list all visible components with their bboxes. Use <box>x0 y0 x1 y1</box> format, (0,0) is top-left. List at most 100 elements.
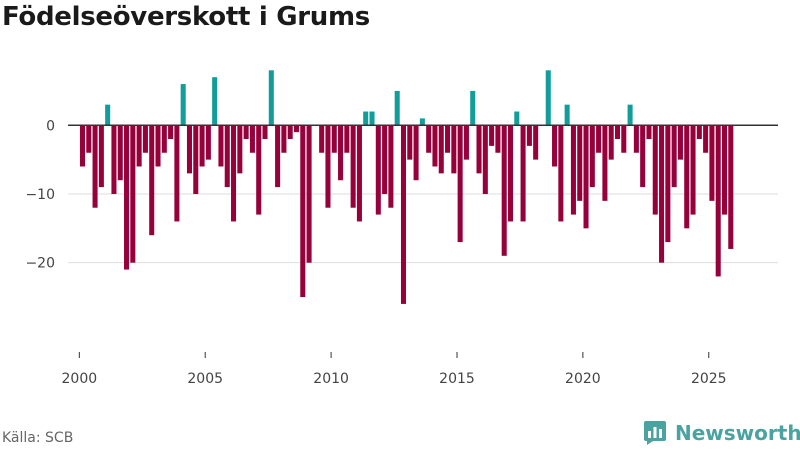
bar <box>445 125 451 153</box>
bar <box>577 125 583 201</box>
bar <box>583 125 589 229</box>
bar <box>174 125 180 222</box>
bar <box>495 125 501 153</box>
bar <box>287 125 293 140</box>
x-tick-label: 2025 <box>691 371 727 387</box>
y-tick-label: 0 <box>46 118 55 134</box>
y-tick-label: −20 <box>25 256 55 272</box>
bar <box>256 125 262 215</box>
bar <box>451 125 457 174</box>
bar <box>552 125 558 167</box>
bar <box>652 125 658 215</box>
bar <box>369 111 375 126</box>
bar <box>149 125 155 236</box>
bar <box>640 125 646 188</box>
source-note: Källa: SCB <box>2 430 74 446</box>
bar <box>482 125 488 194</box>
newsworthy-logo-icon <box>644 421 666 445</box>
bar <box>300 125 306 298</box>
bar <box>501 125 507 256</box>
bar <box>659 125 665 263</box>
bar <box>319 125 325 153</box>
brand-name: Newsworthy <box>675 421 800 445</box>
bar <box>293 125 300 133</box>
bar <box>331 125 337 153</box>
bar <box>231 125 237 222</box>
bar <box>426 125 432 153</box>
bar <box>677 125 683 160</box>
bar <box>570 125 576 215</box>
bar <box>199 125 205 167</box>
bar <box>105 104 111 126</box>
bar <box>218 125 224 167</box>
chart-title: Födelseöverskott i Grums <box>2 2 370 32</box>
bar <box>526 125 532 146</box>
bar <box>262 125 268 140</box>
bar <box>728 125 734 249</box>
bar <box>690 125 696 215</box>
bar <box>596 125 602 153</box>
bar <box>709 125 715 201</box>
bar <box>627 104 633 126</box>
bar <box>130 125 136 263</box>
bar <box>92 125 98 208</box>
bar <box>564 104 570 126</box>
bar <box>168 125 174 140</box>
bar <box>621 125 627 153</box>
bar <box>98 125 104 188</box>
bar <box>463 125 469 160</box>
bar <box>696 125 702 140</box>
bar <box>407 125 413 160</box>
bar <box>671 125 677 188</box>
bar <box>558 125 564 222</box>
bars <box>79 70 734 304</box>
x-tick-label: 2005 <box>187 371 223 387</box>
x-tick-label: 2010 <box>313 371 349 387</box>
x-tick-label: 2000 <box>62 371 98 387</box>
bar <box>306 125 312 263</box>
bar <box>432 125 438 167</box>
bar <box>438 125 444 174</box>
bar <box>602 125 608 201</box>
bar <box>281 125 287 153</box>
bar <box>243 125 249 140</box>
bar <box>457 125 463 243</box>
bar <box>520 125 526 222</box>
y-tick-label: −10 <box>25 187 55 203</box>
bar <box>589 125 595 188</box>
bar <box>142 125 148 153</box>
bar <box>489 125 495 146</box>
axes: 0 −10 −20 2000 2005 2010 2015 2020 2025 <box>25 118 778 387</box>
bar <box>375 125 381 215</box>
bar <box>721 125 728 215</box>
bar <box>237 125 243 174</box>
bar <box>545 70 551 126</box>
bar <box>325 125 331 208</box>
bar <box>533 125 539 160</box>
bar <box>356 125 362 222</box>
bar <box>161 125 167 153</box>
bar <box>633 125 639 153</box>
bar <box>193 125 199 194</box>
bar-chart: 0 −10 −20 2000 2005 2010 2015 2020 2025 <box>25 70 778 387</box>
bar <box>117 125 123 181</box>
bar <box>413 125 419 181</box>
bar <box>715 125 721 277</box>
bar <box>224 125 230 188</box>
bar <box>703 125 709 153</box>
bar <box>111 125 117 194</box>
bar <box>79 125 85 167</box>
bar <box>514 111 520 126</box>
bar <box>394 90 400 126</box>
bar <box>275 125 281 188</box>
bar <box>363 111 369 126</box>
newsworthy-logo[interactable]: Newsworthy <box>643 420 800 446</box>
bar <box>86 125 92 153</box>
bar <box>388 125 394 208</box>
bar <box>646 125 652 140</box>
bar <box>419 118 425 126</box>
bar <box>507 125 514 222</box>
x-tick-label: 2015 <box>439 371 475 387</box>
bar <box>124 125 130 270</box>
x-tick-label: 2020 <box>565 371 601 387</box>
